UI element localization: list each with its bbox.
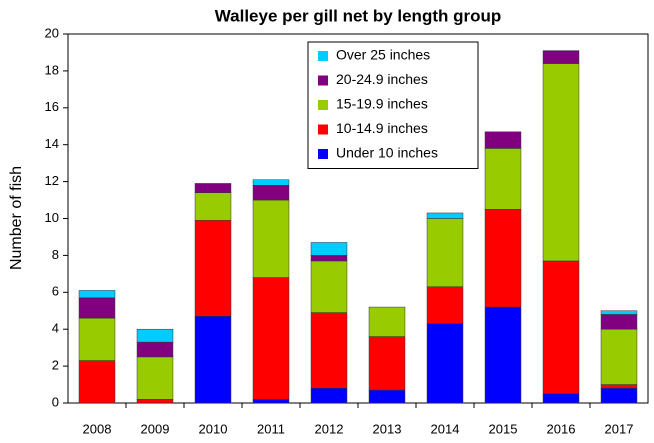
bar-segment: [600, 314, 638, 330]
x-tick-label: 2017: [605, 421, 634, 436]
legend-label: 15-19.9 inches: [336, 96, 428, 112]
bar-segment: [252, 277, 290, 400]
bar-segment: [310, 387, 348, 404]
bar-segment: [542, 50, 580, 64]
y-axis-label: Number of fish: [8, 166, 25, 270]
legend-swatch: [318, 149, 328, 159]
legend-box: [307, 41, 479, 169]
bar-segment: [252, 179, 290, 186]
bar-segment: [136, 341, 174, 358]
bar-segment: [368, 389, 406, 404]
y-tick-label: 0: [52, 394, 59, 409]
bar-segment: [78, 360, 116, 404]
bar-segment: [368, 306, 406, 337]
bar-segment: [542, 260, 580, 395]
bar-segment: [600, 328, 638, 385]
bar-segment: [310, 255, 348, 262]
y-tick-label: 14: [45, 136, 59, 151]
bar-segment: [542, 63, 580, 262]
bar-segment: [194, 220, 232, 317]
y-tick-label: 18: [45, 62, 59, 77]
bar-segment: [426, 218, 464, 288]
y-tick-label: 10: [45, 210, 59, 225]
legend-swatch: [318, 75, 328, 86]
x-tick-label: 2010: [199, 421, 228, 436]
legend-label: 20-24.9 inches: [336, 71, 428, 87]
legend-swatch: [318, 124, 328, 135]
bar-segment: [136, 399, 174, 404]
legend-label: Under 10 inches: [336, 145, 438, 161]
bar-segment: [194, 183, 232, 193]
bar-segment: [484, 306, 522, 404]
y-tick-label: 20: [45, 25, 59, 40]
bar-segment: [252, 199, 290, 278]
bar-segment: [600, 384, 638, 389]
x-tick-label: 2009: [141, 421, 170, 436]
bar-segment: [368, 336, 406, 391]
legend-label: Over 25 inches: [336, 47, 430, 63]
x-tick-label: 2016: [547, 421, 576, 436]
y-tick-label: 12: [45, 173, 59, 188]
x-tick-label: 2008: [83, 421, 112, 436]
x-tick-label: 2015: [489, 421, 518, 436]
bar-segment: [600, 310, 638, 315]
x-tick-label: 2013: [373, 421, 402, 436]
bar-segment: [310, 242, 348, 256]
bar-segment: [310, 260, 348, 313]
bar-segment: [252, 399, 290, 404]
bar-segment: [426, 323, 464, 404]
x-tick-label: 2014: [431, 421, 460, 436]
bar-segment: [78, 297, 116, 319]
bar-segment: [426, 286, 464, 324]
legend-swatch: [318, 100, 328, 110]
bar-segment: [600, 387, 638, 404]
chart-title: Walleye per gill net by length group: [215, 6, 502, 25]
y-tick-label: 16: [45, 99, 59, 114]
bar-segment: [310, 312, 348, 389]
y-tick-label: 2: [52, 358, 59, 373]
bar-segment: [136, 328, 174, 343]
legend-swatch: [318, 51, 328, 61]
legend-label: 10-14.9 inches: [336, 120, 428, 136]
bar-segment: [252, 185, 290, 201]
x-tick-label: 2011: [257, 421, 285, 436]
y-tick-label: 4: [52, 321, 59, 336]
bar-segment: [194, 316, 232, 404]
bar-segment: [426, 212, 464, 219]
bar-segment: [136, 356, 174, 400]
bar-segment: [194, 192, 232, 221]
y-tick-label: 8: [52, 247, 59, 262]
bar-segment: [484, 131, 522, 149]
bar-segment: [484, 148, 522, 210]
bar-segment: [542, 393, 580, 404]
y-tick-label: 6: [52, 284, 59, 299]
bar-segment: [484, 209, 522, 308]
bar-segment: [78, 317, 116, 361]
bar-segment: [78, 290, 116, 299]
x-tick-label: 2012: [315, 421, 344, 436]
